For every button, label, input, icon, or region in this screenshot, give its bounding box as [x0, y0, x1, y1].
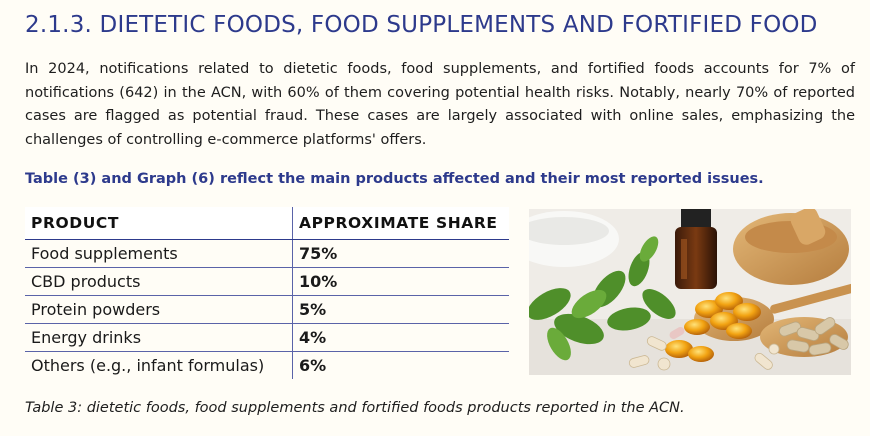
intro-paragraph: In 2024, notifications related to dietet… [25, 61, 855, 148]
supplements-illustration [529, 209, 851, 375]
product-cell: CBD products [25, 267, 293, 296]
products-table: PRODUCT APPROXIMATE SHARE Food supplemen… [25, 207, 509, 379]
share-cell: 10% [292, 267, 509, 296]
table-row: Energy drinks 4% [25, 323, 509, 352]
header-product: PRODUCT [25, 207, 293, 240]
supplements-photo [529, 209, 851, 375]
table-row: CBD products 10% [25, 267, 509, 296]
table-lead-in: Table (3) and Graph (6) reflect the main… [25, 171, 764, 187]
share-cell: 5% [292, 295, 509, 324]
table-row: Protein powders 5% [25, 295, 509, 324]
product-cell: Others (e.g., infant formulas) [25, 351, 293, 379]
table-caption: Table 3: dietetic foods, food supplement… [25, 400, 685, 416]
table-row: Others (e.g., infant formulas) 6% [25, 351, 509, 379]
header-share: APPROXIMATE SHARE [292, 207, 509, 240]
table-header-row: PRODUCT APPROXIMATE SHARE [25, 207, 509, 240]
section-heading: 2.1.3. DIETETIC FOODS, FOOD SUPPLEMENTS … [25, 12, 818, 38]
table-row: Food supplements 75% [25, 239, 509, 268]
share-cell: 4% [292, 323, 509, 352]
share-cell: 75% [292, 239, 509, 268]
product-cell: Energy drinks [25, 323, 293, 352]
product-cell: Protein powders [25, 295, 293, 324]
share-cell: 6% [299, 356, 327, 375]
product-cell: Food supplements [25, 239, 293, 268]
